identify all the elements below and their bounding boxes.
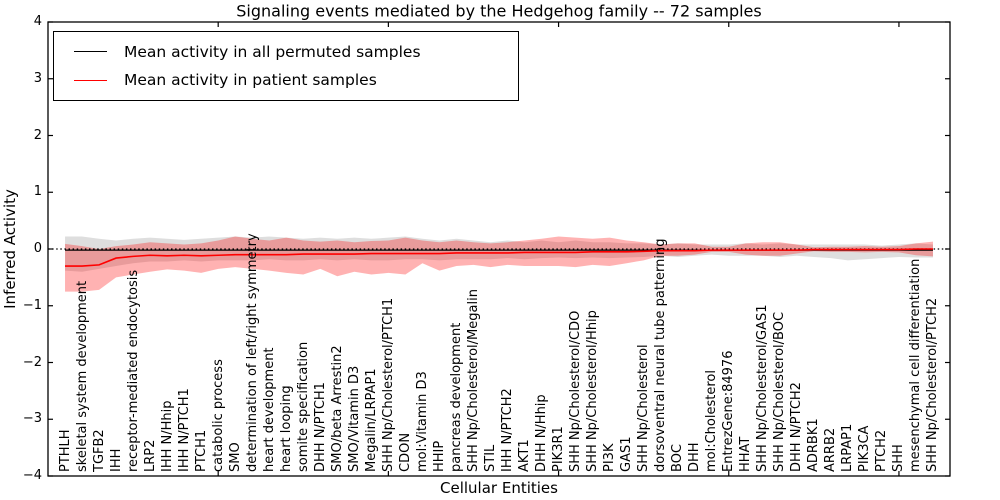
x-category-label: dorsoventral neural tube patterning — [653, 238, 669, 472]
plot-border — [47, 21, 951, 477]
legend-item-patient: Mean activity in patient samples — [54, 71, 518, 89]
legend-item-permuted: Mean activity in all permuted samples — [54, 43, 518, 61]
x-category-label: PIK3CA — [857, 425, 873, 472]
y-tick-label: −1 — [22, 297, 42, 313]
x-category-label: Megalin/LRPAP1 — [363, 368, 379, 472]
x-category-label: BOC — [670, 444, 686, 472]
x-category-label: SHH Np/Cholesterol/PTCH1 — [380, 297, 396, 472]
x-category-label: determination of left/right symmetry — [244, 233, 260, 472]
x-category-label: PTCH2 — [874, 429, 890, 472]
x-category-label: receptor-mediated endocytosis — [125, 269, 141, 472]
x-category-label: SMO — [227, 442, 243, 472]
x-category-label: SHH — [891, 444, 907, 472]
legend-label-patient: Mean activity in patient samples — [124, 71, 377, 90]
x-category-label: GAS1 — [619, 436, 635, 473]
y-tick-label: 3 — [33, 70, 42, 86]
y-tick-label: −2 — [22, 354, 42, 370]
x-category-label: PIK3R1 — [551, 426, 567, 472]
x-category-label: IHH N/PTCH1 — [176, 388, 192, 472]
x-category-label: CDON — [397, 432, 413, 472]
x-category-label: DHH — [687, 442, 703, 472]
x-category-label: mol:Cholesterol — [704, 370, 720, 472]
x-category-label: catabolic process — [210, 359, 226, 472]
y-tick-label: −4 — [22, 468, 42, 483]
x-category-label: SHH Np/Cholesterol — [636, 344, 652, 472]
permuted-line-swatch — [74, 51, 107, 53]
x-category-label: pancreas development — [448, 322, 464, 472]
x-category-label: IHH — [108, 448, 124, 472]
x-category-label: SHH Np/Cholesterol/PTCH2 — [925, 297, 941, 472]
x-category-label: mol:Vitamin D3 — [414, 371, 430, 472]
x-axis-label: Cellular Entities — [440, 479, 558, 497]
chart-title: Signaling events mediated by the Hedgeho… — [236, 1, 762, 21]
x-category-label: PI3K — [602, 443, 618, 472]
x-category-label: EntrezGene:84976 — [721, 350, 737, 472]
x-category-label: PTCH1 — [193, 429, 209, 472]
x-category-label: IHH N/PTCH2 — [500, 388, 515, 472]
x-category-label: LRP2 — [142, 439, 158, 472]
x-category-label: ADRBK1 — [806, 418, 822, 472]
y-tick-label: 0 — [33, 241, 42, 256]
x-category-label: DHH N/PTCH1 — [312, 382, 328, 472]
x-category-label: LRPAP1 — [840, 423, 856, 472]
x-category-label: HHAT — [738, 436, 754, 472]
x-category-label: somite specification — [295, 341, 311, 472]
y-tick-label: 4 — [33, 14, 42, 29]
x-category-label: heart development — [261, 347, 277, 472]
x-category-label: skeletal system development — [74, 280, 90, 472]
x-category-label: SHH Np/Cholesterol/GAS1 — [755, 304, 771, 472]
x-category-label: heart looping — [278, 385, 294, 472]
x-category-label: TGFB2 — [91, 429, 107, 472]
x-category-label: SMO/beta Arrestin2 — [329, 345, 345, 472]
x-category-label: HHIP — [431, 440, 447, 472]
legend: Mean activity in all permuted samples Me… — [53, 31, 519, 101]
x-category-label: mesenchymal cell differentiation — [908, 258, 924, 472]
x-category-label: DHH N/Hhip — [534, 394, 550, 472]
x-category-label: DHH N/PTCH2 — [789, 382, 805, 472]
x-category-label: SHH Np/Cholesterol/CDO — [568, 310, 584, 472]
patient-mean-line — [65, 248, 933, 267]
x-category-label: PTHLH — [57, 429, 73, 472]
x-category-label: SHH Np/Cholesterol/Hhip — [585, 310, 601, 472]
x-category-label: SHH Np/Cholesterol/Megalin — [465, 289, 481, 472]
legend-label-permuted: Mean activity in all permuted samples — [124, 42, 421, 61]
x-category-label: SMO/Vitamin D3 — [346, 365, 362, 472]
y-tick-label: 1 — [33, 184, 42, 200]
x-category-label: IHH N/Hhip — [159, 400, 175, 473]
permuted-samples-range — [65, 236, 933, 272]
y-tick-label: −3 — [22, 411, 42, 427]
x-category-label: STIL — [482, 444, 498, 472]
x-category-label: SHH Np/Cholesterol/BOC — [772, 311, 788, 472]
x-category-label: ARRB2 — [823, 427, 839, 472]
y-tick-label: 2 — [33, 127, 42, 143]
patient-line-swatch — [74, 79, 107, 81]
x-category-label: AKT1 — [517, 439, 533, 472]
